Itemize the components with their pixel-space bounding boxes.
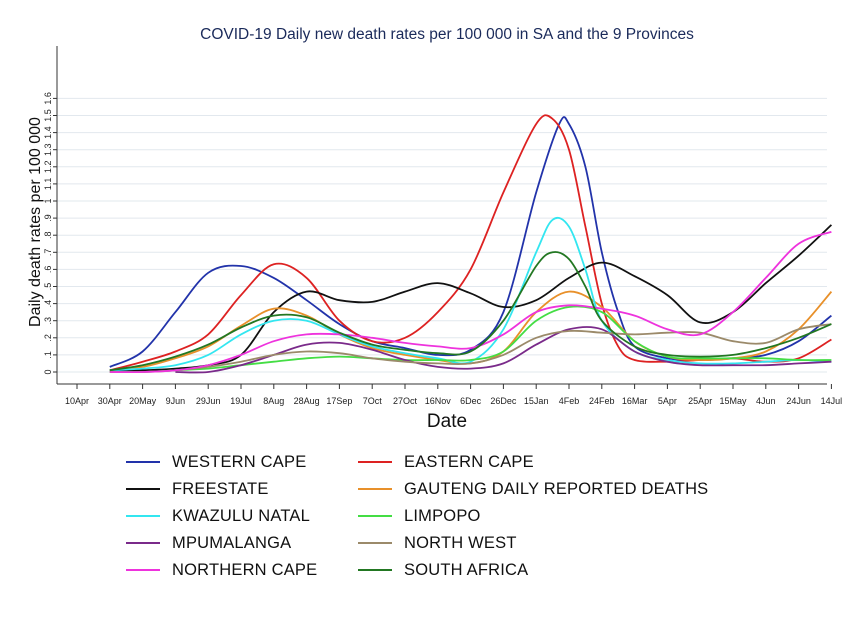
y-tick-label: 1 — [43, 198, 53, 203]
legend-label: NORTHERN CAPE — [172, 560, 318, 579]
x-tick-label: 4Feb — [559, 396, 580, 406]
legend-item: NORTH WEST — [358, 531, 517, 555]
y-tick-label: .2 — [43, 334, 53, 342]
legend-label: EASTERN CAPE — [404, 452, 534, 471]
legend-item: GAUTENG DAILY REPORTED DEATHS — [358, 477, 708, 501]
x-tick-label: 14Jul — [821, 396, 843, 406]
x-tick-label: 25Apr — [688, 396, 712, 406]
x-tick-label: 16Mar — [622, 396, 648, 406]
legend-label: FREESTATE — [172, 479, 269, 498]
legend-swatch — [126, 542, 160, 544]
series-line-mpumalanga — [175, 326, 832, 374]
legend-swatch — [126, 569, 160, 571]
y-tick-label: 1.1 — [43, 178, 53, 191]
y-tick-label: .3 — [43, 317, 53, 325]
legend-label: LIMPOPO — [404, 506, 481, 525]
legend-swatch — [358, 488, 392, 490]
y-tick-label: 1.6 — [43, 92, 53, 105]
legend-swatch — [126, 461, 160, 463]
y-tick-label: .5 — [43, 283, 53, 291]
y-tick-label: .4 — [43, 300, 53, 308]
x-tick-label: 5Apr — [658, 396, 677, 406]
series-line-kwazulu-natal — [109, 216, 832, 372]
legend-swatch — [126, 488, 160, 490]
legend-item: LIMPOPO — [358, 504, 481, 528]
x-tick-label: 9Jun — [166, 396, 186, 406]
x-tick-label: 27Oct — [393, 396, 418, 406]
x-tick-label: 24Feb — [589, 396, 615, 406]
y-tick-label: 1.5 — [43, 109, 53, 122]
legend-item: KWAZULU NATAL — [126, 504, 310, 528]
x-axis-label: Date — [427, 411, 467, 432]
x-tick-label: 24Jun — [786, 396, 811, 406]
y-tick-label: .1 — [43, 351, 53, 359]
y-tick-label: 1.4 — [43, 126, 53, 139]
x-tick-label: 17Sep — [326, 396, 352, 406]
x-tick-label: 16Nov — [425, 396, 452, 406]
x-tick-label: 19Jul — [230, 396, 252, 406]
y-tick-label: .9 — [43, 214, 53, 222]
y-tick-label: 1.3 — [43, 143, 53, 156]
legend-swatch — [358, 542, 392, 544]
legend-item: MPUMALANGA — [126, 531, 291, 555]
x-tick-label: 7Oct — [363, 396, 383, 406]
series-line-south-africa — [109, 251, 832, 372]
series-line-northern-cape — [109, 230, 832, 374]
legend-item: EASTERN CAPE — [358, 450, 534, 474]
x-tick-label: 29Jun — [196, 396, 221, 406]
y-tick-label: .8 — [43, 231, 53, 239]
legend-label: KWAZULU NATAL — [172, 506, 310, 525]
x-tick-label: 26Dec — [490, 396, 517, 406]
y-tick-label: .6 — [43, 266, 53, 274]
y-axis-label: Daily death rates per 100 000 — [27, 117, 44, 327]
legend-swatch — [358, 461, 392, 463]
legend-item: SOUTH AFRICA — [358, 558, 528, 582]
y-tick-label: .7 — [43, 249, 53, 257]
legend-label: NORTH WEST — [404, 533, 517, 552]
chart-title: COVID-19 Daily new death rates per 100 0… — [200, 26, 694, 43]
x-tick-label: 10Apr — [65, 396, 89, 406]
x-tick-label: 28Aug — [294, 396, 320, 406]
x-tick-label: 6Dec — [460, 396, 482, 406]
legend-swatch — [358, 515, 392, 517]
legend-label: MPUMALANGA — [172, 533, 292, 552]
plot-area — [57, 46, 827, 384]
legend-label: WESTERN CAPE — [172, 452, 307, 471]
legend-item: FREESTATE — [126, 477, 269, 501]
series-line-freestate — [109, 224, 833, 372]
legend-label: GAUTENG DAILY REPORTED DEATHS — [404, 479, 709, 498]
series-line-north-west — [109, 323, 832, 374]
x-tick-label: 15Jan — [524, 396, 549, 406]
legend-label: SOUTH AFRICA — [404, 560, 529, 579]
legend-swatch — [358, 569, 392, 571]
legend-swatch — [126, 515, 160, 517]
x-tick-label: 15May — [719, 396, 747, 406]
series-line-limpopo — [109, 305, 832, 374]
y-tick-label: 0 — [43, 369, 53, 374]
y-tick-label: 1.2 — [43, 161, 53, 174]
x-tick-label: 30Apr — [98, 396, 122, 406]
x-tick-label: 20May — [129, 396, 157, 406]
legend-item: NORTHERN CAPE — [126, 558, 317, 582]
legend-item: WESTERN CAPE — [126, 450, 306, 474]
x-tick-label: 8Aug — [263, 396, 284, 406]
x-tick-label: 4Jun — [756, 396, 776, 406]
